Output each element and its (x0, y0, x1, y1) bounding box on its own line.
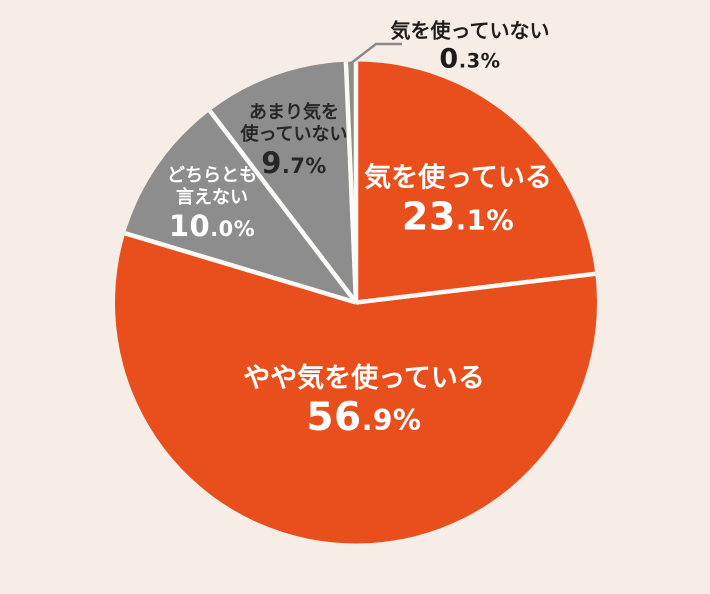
pie-slice-4 (209, 61, 356, 303)
slice-separator (208, 109, 358, 304)
slice-separator (355, 271, 596, 305)
slice-separator (343, 61, 359, 303)
pie-slice-1 (356, 61, 596, 303)
pie-slice-3 (125, 110, 356, 303)
pie-slice-2 (114, 233, 597, 544)
slice-separator (124, 231, 357, 305)
leader-line (349, 42, 402, 65)
